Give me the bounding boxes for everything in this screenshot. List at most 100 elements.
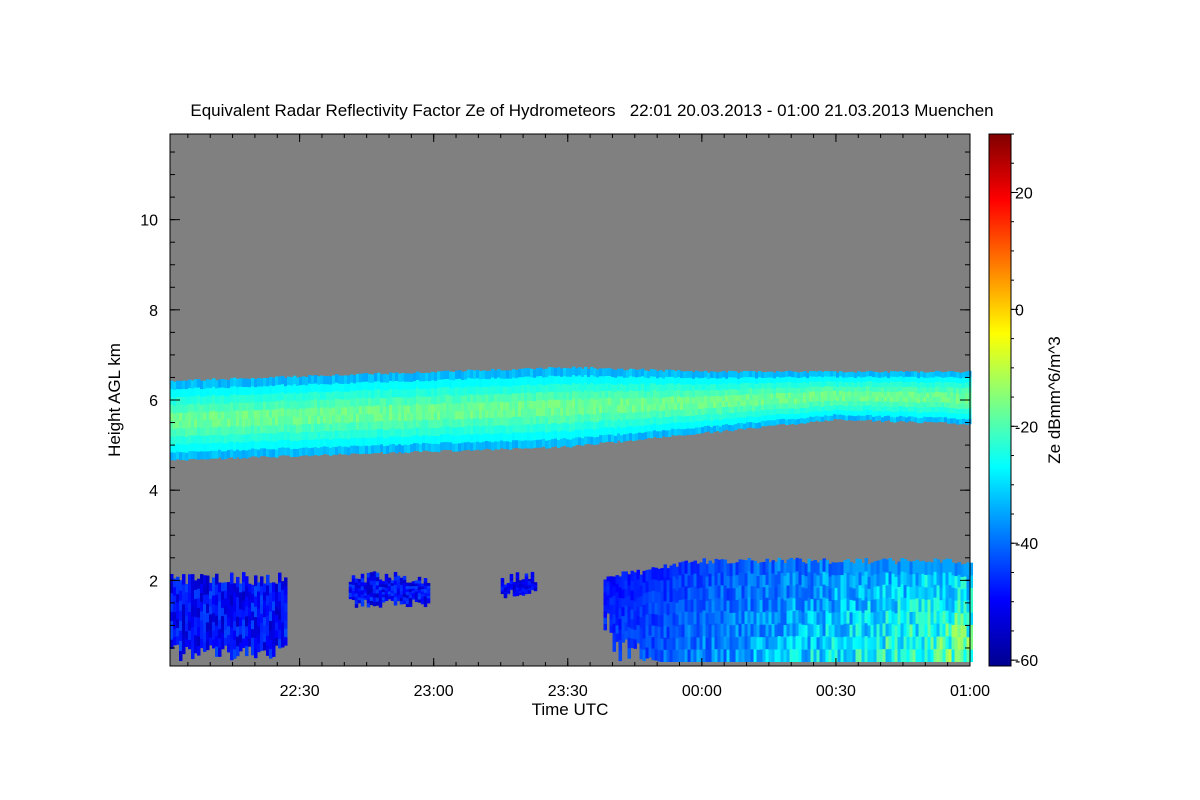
lower-layer-cell <box>831 636 836 650</box>
lower-layer-cell <box>861 636 866 650</box>
upper-layer-cell <box>332 422 336 432</box>
upper-layer-cell <box>944 411 948 418</box>
lower-layer-cell <box>248 614 252 624</box>
upper-layer-cell <box>662 390 666 398</box>
upper-layer-cell <box>389 443 393 453</box>
upper-layer-cell <box>446 425 450 435</box>
lower-layer-cell <box>509 581 514 585</box>
upper-layer-cell <box>722 370 726 378</box>
upper-layer-cell <box>593 368 597 377</box>
upper-layer-cell <box>473 370 477 379</box>
upper-layer-cell <box>188 387 192 396</box>
lower-layer-cell <box>185 630 189 640</box>
lower-layer-cell <box>801 611 806 625</box>
upper-layer-cell <box>755 422 759 429</box>
upper-layer-cell <box>533 400 537 409</box>
upper-layer-cell <box>878 391 882 397</box>
upper-layer-cell <box>737 389 741 396</box>
upper-layer-cell <box>710 389 714 397</box>
lower-layer-cell <box>227 634 231 644</box>
upper-layer-cell <box>689 428 693 435</box>
upper-layer-cell <box>170 388 174 398</box>
lower-layer-cell <box>624 588 629 598</box>
upper-layer-cell <box>734 412 738 419</box>
upper-layer-cell <box>269 392 273 402</box>
lower-layer-cell <box>813 610 818 624</box>
upper-layer-cell <box>923 416 927 422</box>
lower-layer-cell <box>366 589 371 595</box>
upper-layer-cell <box>290 377 294 386</box>
upper-layer-cell <box>566 368 570 377</box>
upper-layer-cell <box>896 416 900 422</box>
upper-layer-cell <box>554 406 558 416</box>
lower-layer-cell <box>738 623 743 637</box>
upper-layer-cell <box>434 388 438 397</box>
upper-layer-cell <box>596 436 600 445</box>
lower-layer-cell <box>804 600 809 613</box>
upper-layer-cell <box>602 434 606 443</box>
lower-layer-cell <box>771 610 776 625</box>
upper-layer-cell <box>743 376 747 383</box>
lower-layer-cell <box>876 585 881 599</box>
upper-layer-cell <box>494 417 498 426</box>
lower-layer-cell <box>408 603 413 608</box>
lower-layer-cell <box>681 648 686 662</box>
upper-layer-cell <box>377 420 381 430</box>
lower-layer-cell <box>870 574 875 588</box>
upper-layer-cell <box>341 391 345 400</box>
lower-layer-cell <box>624 596 629 606</box>
lower-layer-cell <box>747 609 752 624</box>
lower-layer-cell <box>515 572 520 576</box>
upper-layer-cell <box>194 379 198 388</box>
lower-layer-cell <box>654 567 659 580</box>
upper-layer-cell <box>584 435 588 445</box>
upper-layer-cell <box>731 406 735 414</box>
lower-layer-cell <box>185 615 189 624</box>
lower-layer-cell <box>897 599 902 613</box>
upper-layer-cell <box>695 383 699 390</box>
upper-layer-cell <box>185 396 189 406</box>
upper-layer-cell <box>539 423 543 432</box>
upper-layer-cell <box>788 413 792 420</box>
lower-layer-cell <box>236 626 240 637</box>
upper-layer-cell <box>866 414 870 420</box>
upper-layer-cell <box>893 411 897 418</box>
upper-layer-cell <box>536 423 540 432</box>
lower-layer-cell <box>726 563 731 577</box>
lower-layer-cell <box>390 597 395 601</box>
upper-layer-cell <box>545 384 549 394</box>
upper-layer-cell <box>263 393 267 402</box>
x-tick-label: 23:00 <box>414 683 454 700</box>
lower-layer-cell <box>669 637 674 650</box>
upper-layer-cell <box>206 379 210 388</box>
upper-layer-cell <box>272 377 276 387</box>
lower-layer-cell <box>254 616 258 628</box>
upper-layer-cell <box>230 433 234 442</box>
lower-layer-cell <box>176 618 180 628</box>
lower-layer-cell <box>951 562 956 576</box>
upper-layer-cell <box>182 404 186 413</box>
upper-layer-cell <box>611 390 615 399</box>
lower-layer-cell <box>885 610 890 624</box>
upper-layer-cell <box>206 427 210 436</box>
lower-layer-cell <box>224 582 228 591</box>
lower-layer-cell <box>512 587 517 590</box>
upper-layer-cell <box>428 396 432 405</box>
upper-layer-cell <box>785 397 789 404</box>
upper-layer-cell <box>797 372 801 379</box>
lower-layer-cell <box>888 583 893 598</box>
upper-layer-cell <box>416 403 420 412</box>
upper-layer-cell <box>920 407 924 413</box>
lower-layer-cell <box>278 610 282 621</box>
upper-layer-cell <box>383 373 387 383</box>
upper-layer-cell <box>569 399 573 409</box>
upper-layer-cell <box>515 408 519 417</box>
upper-layer-cell <box>593 391 597 400</box>
upper-layer-cell <box>845 391 849 397</box>
lower-layer-cell <box>792 597 797 612</box>
upper-layer-cell <box>437 411 441 421</box>
upper-layer-cell <box>839 409 843 415</box>
upper-layer-cell <box>866 390 870 396</box>
upper-layer-cell <box>521 392 525 402</box>
lower-layer-cell <box>864 609 869 624</box>
